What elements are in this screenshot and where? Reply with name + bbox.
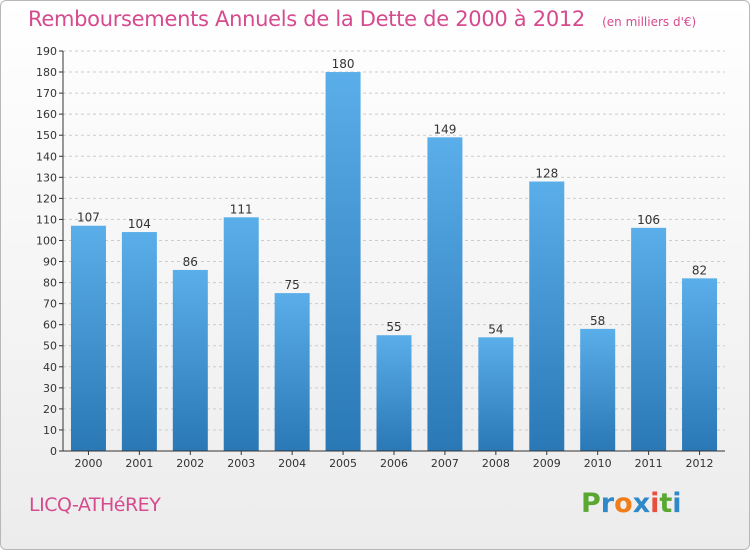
- y-tick-label: 120: [36, 192, 57, 205]
- x-tick-label: 2012: [686, 457, 714, 470]
- data-label: 111: [230, 202, 253, 216]
- bar-chart: 0 10 20 30 40 50 60 70 80 90 100 110 120 130 140 150 160…: [36, 45, 725, 470]
- x-tick-label: 2002: [176, 457, 204, 470]
- data-label: 180: [332, 57, 355, 71]
- data-label: 75: [285, 278, 300, 292]
- x-tick-label: 2010: [584, 457, 612, 470]
- title-row: Remboursements Annuels de la Dette de 20…: [28, 7, 696, 31]
- x-tick-label: 2009: [533, 457, 561, 470]
- y-tick-label: 50: [43, 340, 57, 353]
- y-tick-labels: 0 10 20 30 40 50 60 70 80 90 100 110 120 130 140 150 160…: [36, 45, 57, 458]
- y-tick-label: 190: [36, 45, 57, 58]
- y-tick-label: 160: [36, 108, 57, 121]
- logo-letter: r: [600, 488, 615, 519]
- data-label: 86: [183, 255, 198, 269]
- data-labels: 107 104 86 111 75 180 55 149 54 128 58 106 82: [77, 57, 707, 336]
- bar-2003: [223, 217, 259, 451]
- y-tick-label: 140: [36, 150, 57, 163]
- y-tick-label: 170: [36, 87, 57, 100]
- y-tick-label: 110: [36, 213, 57, 226]
- y-tick-label: 0: [50, 445, 57, 458]
- bar-2011: [631, 227, 667, 451]
- bar-2001: [121, 232, 157, 451]
- x-tick-label: 2005: [329, 457, 357, 470]
- data-label: 55: [386, 320, 401, 334]
- x-tick-label: 2011: [635, 457, 663, 470]
- bar-2006: [376, 335, 412, 451]
- y-tick-label: 150: [36, 129, 57, 142]
- y-tick-label: 90: [43, 256, 57, 269]
- y-tick-label: 100: [36, 234, 57, 247]
- data-label: 128: [535, 167, 558, 181]
- logo-letter: P: [581, 488, 601, 519]
- chart-title: Remboursements Annuels de la Dette de 20…: [28, 7, 585, 31]
- y-tick-label: 130: [36, 171, 57, 184]
- commune-name: LICQ-ATHéREY: [29, 494, 161, 516]
- x-tick-label: 2008: [482, 457, 510, 470]
- logo-letter: t: [659, 488, 673, 519]
- bar-2012: [682, 278, 718, 451]
- y-tick-label: 70: [43, 298, 57, 311]
- chart-subtitle: (en milliers d'€): [602, 15, 697, 29]
- logo-letter: i: [650, 488, 660, 519]
- bar-2010: [580, 328, 616, 451]
- y-tick-label: 40: [43, 361, 57, 374]
- bars: [70, 72, 718, 452]
- bar-2007: [427, 137, 463, 451]
- x-tick-label: 2000: [74, 457, 102, 470]
- proxiti-logo: Proxiti: [581, 488, 682, 519]
- data-label: 82: [692, 263, 707, 277]
- y-tick-label: 80: [43, 277, 57, 290]
- data-label: 106: [637, 213, 660, 227]
- y-tick-label: 30: [43, 382, 57, 395]
- bar-2002: [172, 269, 208, 451]
- y-tick-label: 60: [43, 319, 57, 332]
- data-label: 104: [128, 217, 151, 231]
- x-tick-label: 2001: [125, 457, 153, 470]
- logo-letter: i: [672, 488, 682, 519]
- data-label: 54: [488, 322, 503, 336]
- data-label: 149: [433, 122, 456, 136]
- bar-2008: [478, 337, 514, 451]
- y-tick-label: 180: [36, 66, 57, 79]
- bar-2005: [325, 72, 361, 451]
- x-tick-labels: 2000 2001 2002 2003 2004 2005 2006 2007 2008 2009…: [74, 457, 713, 470]
- logo-letter: o: [614, 488, 633, 519]
- x-tick-label: 2004: [278, 457, 306, 470]
- data-label: 107: [77, 211, 100, 225]
- x-tick-label: 2006: [380, 457, 408, 470]
- logo-letter: x: [632, 488, 651, 519]
- bar-2004: [274, 293, 310, 451]
- x-tick-label: 2007: [431, 457, 459, 470]
- bar-2009: [529, 181, 565, 452]
- axes: [59, 50, 725, 455]
- data-label: 58: [590, 314, 605, 328]
- bar-2000: [70, 225, 106, 451]
- x-tick-label: 2003: [227, 457, 255, 470]
- y-tick-label: 10: [43, 424, 57, 437]
- y-tick-label: 20: [43, 403, 57, 416]
